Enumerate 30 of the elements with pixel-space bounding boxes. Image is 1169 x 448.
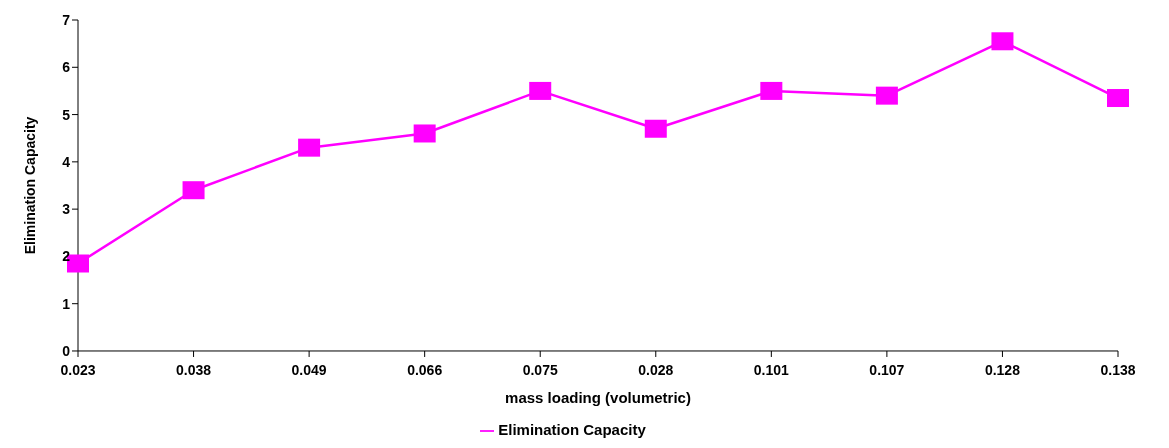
x-tick-label: 0.075: [522, 361, 558, 378]
y-tick-label: 3: [62, 201, 71, 218]
x-tick-label: 0.023: [60, 361, 96, 378]
y-tick-label: 4: [62, 153, 71, 170]
x-axis-title: mass loading (volumetric): [505, 388, 691, 406]
y-tick-label: 7: [62, 11, 71, 28]
point: [1107, 89, 1129, 108]
point: [413, 124, 436, 143]
y-axis-title: Elimination Capacity: [21, 116, 38, 255]
point: [298, 138, 321, 157]
y-tick-label: 1: [62, 295, 71, 312]
y-tick-label: 5: [62, 106, 71, 123]
point: [529, 81, 552, 100]
y-tick-label: 2: [62, 248, 71, 265]
point: [644, 119, 667, 138]
x-tick-label: 0.107: [869, 361, 905, 378]
x-tick-label: 0.049: [291, 361, 327, 378]
point: [760, 81, 783, 100]
legend-label: Elimination Capacity: [498, 420, 646, 438]
x-tick-label: 0.028: [638, 361, 674, 378]
x-tick-label: 0.038: [176, 361, 212, 378]
point: [182, 181, 205, 200]
x-tick-label: 0.101: [753, 361, 790, 378]
y-tick-label: 0: [62, 342, 71, 359]
x-tick-label: 0.128: [984, 361, 1021, 378]
point: [991, 32, 1014, 51]
point: [875, 86, 898, 105]
x-tick-label: 0.138: [1100, 361, 1136, 378]
y-tick-label: 6: [62, 59, 71, 76]
x-tick-label: 0.066: [407, 361, 443, 378]
